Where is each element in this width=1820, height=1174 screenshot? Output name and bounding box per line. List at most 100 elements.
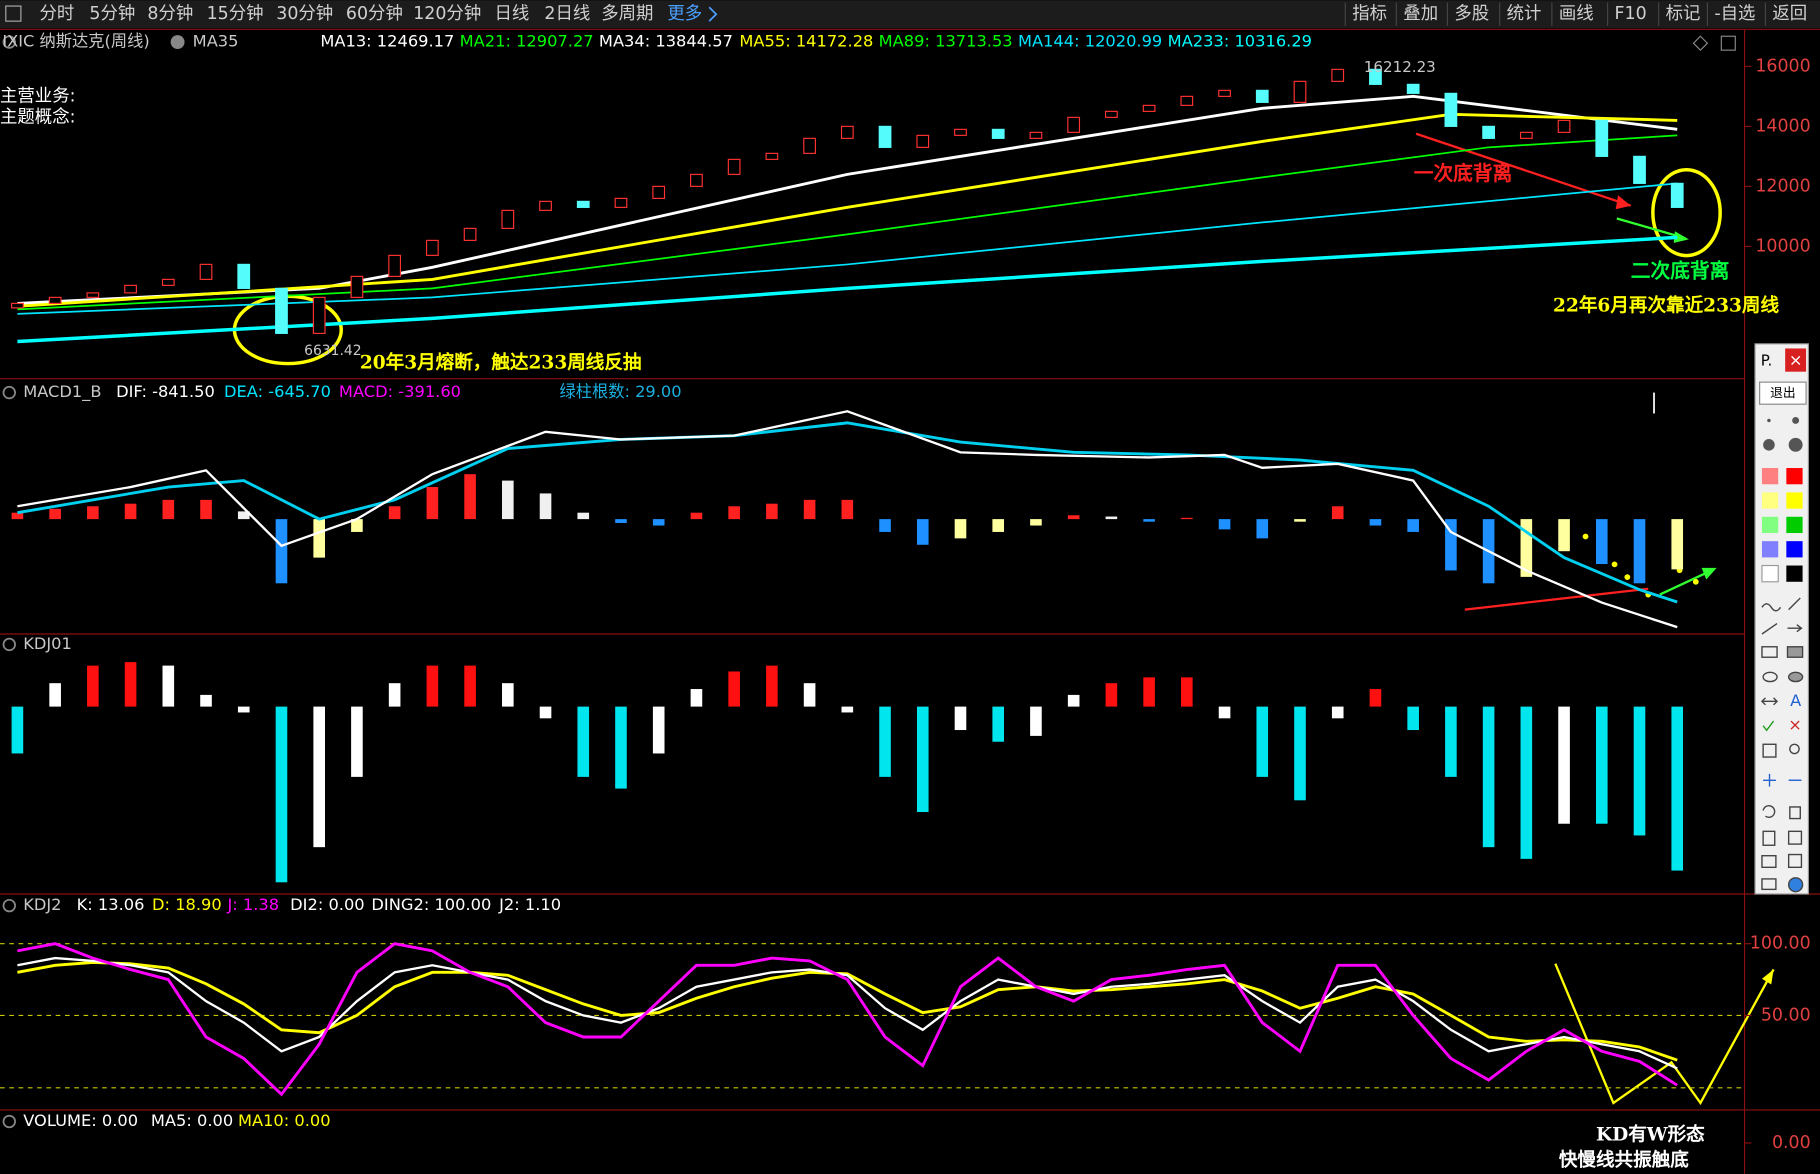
toolbar <box>0 0 1820 29</box>
legend-item: MA233: 10316.29 <box>1168 32 1312 51</box>
tool-text[interactable]: A <box>1790 691 1801 710</box>
macd-bar <box>1445 519 1457 571</box>
kdj-bar <box>992 706 1005 742</box>
kdj-bar <box>275 706 288 883</box>
kdj-bar <box>1143 677 1155 707</box>
toolbar-action[interactable]: F10 <box>1615 4 1647 24</box>
chart-title: MACD1_B <box>23 382 101 402</box>
candle-body <box>425 239 439 256</box>
candle-body <box>954 128 967 136</box>
tool-close[interactable]: × <box>1789 351 1803 370</box>
macd-bar <box>954 519 967 539</box>
period-tab[interactable]: 30分钟 <box>276 4 333 24</box>
period-tab[interactable]: 多周期 <box>601 4 653 24</box>
y-tick-label: 16000 <box>1755 56 1810 76</box>
macd-bar <box>916 519 929 545</box>
period-tab[interactable]: 5分钟 <box>89 4 135 24</box>
candle-body <box>1142 104 1156 112</box>
macd-bar <box>1143 519 1155 522</box>
toolbar-action[interactable]: 多股 <box>1454 4 1489 24</box>
macd-bar <box>1030 519 1042 526</box>
legend-item: DING2: 100.00 <box>371 895 491 914</box>
legend-item: MA13: 12469.17 <box>320 32 454 51</box>
candle-body <box>803 137 816 154</box>
candle-body <box>1670 182 1684 208</box>
macd-bar <box>1294 519 1306 522</box>
panel-button[interactable] <box>1692 35 1709 51</box>
candle-body <box>388 254 402 277</box>
macd-bar <box>766 503 778 520</box>
toolbar-action[interactable]: -自选 <box>1714 4 1755 24</box>
more-button[interactable]: 更多 <box>667 4 702 24</box>
period-tab[interactable]: 60分钟 <box>346 4 403 24</box>
toolbar-action[interactable]: 标记 <box>1666 4 1701 24</box>
kdj-bar <box>954 706 967 731</box>
y-tick-label: 10000 <box>1755 236 1810 256</box>
legend-item: K: 13.06 <box>77 895 145 914</box>
period-tab[interactable]: 分时 <box>39 4 74 24</box>
toolbar-action[interactable]: 叠加 <box>1403 4 1438 24</box>
macd-bar <box>87 506 99 520</box>
tool-title: P. <box>1761 352 1773 370</box>
kdj-bar <box>313 706 325 848</box>
kdj-bar <box>577 706 590 777</box>
period-tab[interactable]: 2日线 <box>544 4 590 24</box>
macd-bar <box>162 499 175 520</box>
candle-body <box>652 185 666 199</box>
kdj-bar <box>1256 706 1269 777</box>
panel-icon[interactable] <box>2 35 16 49</box>
y-tick-label: 0.00 <box>1772 1133 1811 1153</box>
indicator-line <box>17 956 1678 1070</box>
macd-bar <box>577 512 590 520</box>
panel-icon[interactable] <box>2 385 16 400</box>
kdj-bar <box>1633 706 1646 836</box>
candle-body <box>463 227 477 241</box>
tool-exit[interactable]: 退出 <box>1770 386 1796 401</box>
toolbar-action[interactable]: 统计 <box>1507 4 1542 24</box>
kdj-bar <box>162 665 175 707</box>
macd-bar <box>275 519 288 584</box>
chart-title: IXIC 纳斯达克(周线) <box>2 32 149 51</box>
panel-icon[interactable] <box>2 898 16 913</box>
macd-bar <box>1520 519 1533 577</box>
macd-bar <box>841 499 854 520</box>
period-tab[interactable]: 8分钟 <box>147 4 193 24</box>
macd-bar <box>992 519 1005 532</box>
macd-bar <box>351 519 363 532</box>
toolbar-action[interactable]: 返回 <box>1772 4 1807 24</box>
period-tab[interactable]: 日线 <box>494 4 529 24</box>
macd-bar <box>615 519 627 523</box>
macd-bar <box>1331 506 1344 520</box>
macd-bar <box>1105 516 1118 520</box>
macd-bar <box>539 493 552 520</box>
macd-bar <box>803 499 816 520</box>
toolbar-action[interactable]: 指标 <box>1352 4 1387 24</box>
kdj-bar <box>1407 706 1419 731</box>
candle-body <box>840 125 854 139</box>
kdj-bar <box>1445 706 1457 777</box>
indicator-icon[interactable] <box>170 35 185 50</box>
kdj-bar <box>49 683 61 707</box>
panel-button[interactable] <box>1720 35 1736 51</box>
panel-icon[interactable] <box>2 1114 16 1129</box>
panel-icon[interactable] <box>2 637 16 652</box>
candle-body <box>539 200 552 211</box>
macd-bar <box>1067 515 1080 520</box>
period-tab[interactable]: 120分钟 <box>413 4 481 24</box>
indicator-line <box>17 410 1678 629</box>
annotation: 22年6月再次靠近233周线 <box>1553 295 1779 317</box>
candle-body <box>11 302 24 309</box>
period-tab[interactable]: 15分钟 <box>207 4 264 24</box>
macd-bar <box>1256 519 1269 539</box>
main-business-label: 主营业务: <box>0 87 76 107</box>
panel-borders <box>0 28 1820 1174</box>
legend-item: MA55: 14172.28 <box>739 32 873 51</box>
menu-icon[interactable] <box>5 5 22 22</box>
legend-item: MA5: 0.00 <box>151 1111 233 1130</box>
candle-body <box>1557 119 1571 133</box>
kdj-bar <box>539 706 552 719</box>
kdj-bar <box>1294 706 1306 801</box>
annotation: 一次底背离 <box>1414 161 1513 185</box>
toolbar-action[interactable]: 画线 <box>1559 4 1594 24</box>
